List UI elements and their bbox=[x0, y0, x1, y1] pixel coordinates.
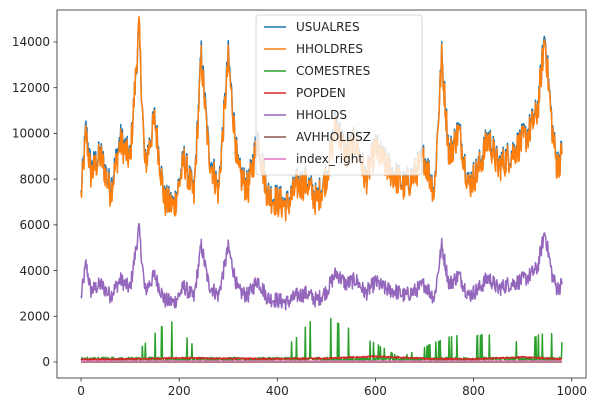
x-tick-label: 400 bbox=[266, 384, 289, 398]
legend-label: AVHHOLDSZ bbox=[296, 130, 371, 144]
x-tick-label: 200 bbox=[168, 384, 191, 398]
y-tick-label: 2000 bbox=[19, 309, 50, 323]
y-tick-label: 4000 bbox=[19, 264, 50, 278]
series-line-hholds bbox=[80, 222, 563, 311]
legend-label: COMESTRES bbox=[296, 64, 370, 78]
series-line-hholdres bbox=[80, 15, 563, 222]
legend-box bbox=[255, 14, 423, 176]
x-axis-ticks: 0 200 400 600 800 1000 bbox=[77, 378, 587, 398]
y-tick-label: 14000 bbox=[12, 35, 50, 49]
legend-label: HHOLDS bbox=[296, 108, 347, 122]
x-tick-label: 600 bbox=[364, 384, 387, 398]
legend-label: index_right bbox=[296, 152, 363, 166]
y-tick-label: 8000 bbox=[19, 172, 50, 186]
y-tick-label: 10000 bbox=[12, 127, 50, 141]
x-tick-label: 1000 bbox=[556, 384, 587, 398]
y-tick-label: 12000 bbox=[12, 81, 50, 95]
legend: USUALRES HHOLDRES COMESTRES POPDEN HHOLDS AVH… bbox=[255, 14, 423, 176]
series-line-comestres bbox=[80, 317, 563, 362]
x-tick-label: 0 bbox=[77, 384, 85, 398]
series-layer bbox=[80, 15, 563, 363]
series-line-popden bbox=[80, 355, 563, 361]
legend-label: USUALRES bbox=[296, 20, 360, 34]
y-tick-label: 6000 bbox=[19, 218, 50, 232]
plot-frame bbox=[56, 9, 587, 379]
x-tick-label: 800 bbox=[462, 384, 485, 398]
y-tick-label: 0 bbox=[42, 355, 50, 369]
legend-label: POPDEN bbox=[296, 86, 346, 100]
legend-label: HHOLDRES bbox=[296, 42, 363, 56]
y-axis-ticks: 0 2000 4000 6000 8000 10000 12000 14000 bbox=[12, 35, 57, 369]
